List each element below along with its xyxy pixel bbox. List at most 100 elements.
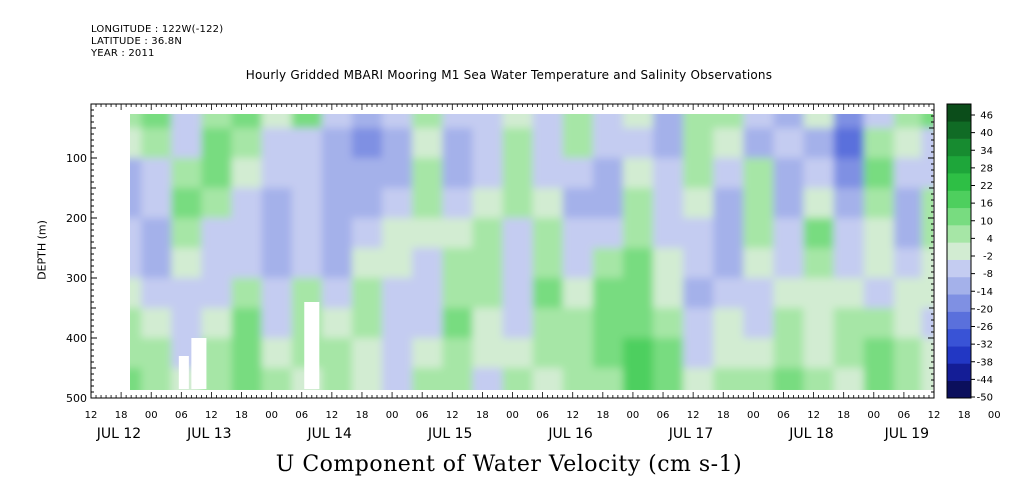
- heatmap-cell: [592, 128, 624, 159]
- x-hour-label: 18: [235, 410, 248, 421]
- heatmap-cell: [201, 278, 233, 309]
- heatmap-cell: [653, 308, 684, 339]
- heatmap-cell: [622, 114, 654, 129]
- heatmap-cell: [562, 128, 594, 159]
- latitude-label: LATITUDE : 36.8N: [91, 36, 183, 47]
- heatmap-cell: [382, 114, 413, 129]
- heatmap-cell: [442, 368, 473, 390]
- heatmap-cell: [743, 158, 774, 189]
- heatmap-cell: [141, 338, 172, 369]
- heatmap-cell: [683, 248, 714, 279]
- heatmap-cell: [773, 218, 805, 249]
- heatmap-cell: [321, 278, 353, 309]
- heatmap-cell: [803, 128, 835, 159]
- heatmap-cell: [130, 248, 142, 279]
- y-tick-label: 200: [66, 212, 87, 225]
- heatmap-cell: [321, 218, 353, 249]
- colorbar-swatch: [947, 380, 971, 399]
- heatmap-cell: [622, 278, 654, 309]
- heatmap-cell: [592, 308, 624, 339]
- heatmap-cell: [683, 368, 714, 390]
- heatmap-cell: [261, 158, 293, 189]
- y-tick-label: 400: [66, 332, 87, 345]
- heatmap-cell: [653, 158, 684, 189]
- heatmap-cell: [562, 368, 594, 390]
- x-day-label: JUL 19: [884, 426, 929, 442]
- heatmap-cell: [653, 338, 684, 369]
- x-day-label: JUL 17: [668, 426, 713, 442]
- x-hour-label: 00: [145, 410, 158, 421]
- heatmap-cell: [351, 338, 383, 369]
- heatmap-cell: [893, 338, 923, 369]
- heatmap-cell: [261, 128, 293, 159]
- heatmap-cell: [592, 278, 624, 309]
- heatmap-cell: [863, 308, 895, 339]
- y-tick-label: 100: [66, 152, 87, 165]
- heatmap-cell: [502, 114, 534, 129]
- heatmap-cell: [502, 218, 534, 249]
- heatmap-cell: [141, 248, 172, 279]
- heatmap-cell: [321, 188, 353, 219]
- heatmap-cell: [713, 248, 744, 279]
- x-hour-label: 18: [115, 410, 128, 421]
- heatmap-cell: [442, 278, 473, 309]
- heatmap-cell: [442, 248, 473, 279]
- colorbar-label: 46: [980, 111, 993, 122]
- heatmap-cell: [713, 218, 744, 249]
- x-hour-label: 12: [85, 410, 98, 421]
- heatmap-cell: [863, 278, 895, 309]
- heatmap-cell: [291, 158, 323, 189]
- chart-title: Hourly Gridded MBARI Mooring M1 Sea Wate…: [245, 68, 773, 82]
- heatmap-smoothing: [130, 114, 933, 390]
- heatmap-cell: [713, 158, 744, 189]
- heatmap-cell: [713, 188, 744, 219]
- heatmap-cell: [743, 248, 774, 279]
- chart-caption: U Component of Water Velocity (cm s-1): [275, 452, 743, 477]
- heatmap-cell: [592, 248, 624, 279]
- heatmap-cell: [713, 128, 744, 159]
- x-day-label: JUL 13: [186, 426, 231, 442]
- colorbar-label: 22: [980, 181, 993, 192]
- heatmap-cell: [412, 158, 443, 189]
- heatmap-cell: [803, 248, 835, 279]
- heatmap-cell: [532, 218, 564, 249]
- heatmap-cell: [683, 338, 714, 369]
- heatmap-cell: [562, 158, 594, 189]
- heatmap-cell: [141, 218, 172, 249]
- x-hour-label: 06: [536, 410, 549, 421]
- x-day-label: JUL 14: [307, 426, 353, 442]
- colorbar-swatch: [947, 207, 971, 226]
- heatmap-cell: [502, 308, 534, 339]
- heatmap-cell: [773, 278, 805, 309]
- heatmap-cell: [622, 218, 654, 249]
- heatmap-cell: [382, 338, 413, 369]
- heatmap-cell: [321, 114, 353, 129]
- colorbar-swatch: [947, 346, 971, 364]
- heatmap-cell: [893, 308, 923, 339]
- x-hour-label: 12: [566, 410, 579, 421]
- x-hour-label: 00: [506, 410, 519, 421]
- heatmap-cell: [141, 114, 172, 129]
- heatmap-cell: [773, 248, 805, 279]
- heatmap-cell: [472, 158, 504, 189]
- heatmap-cell: [803, 368, 835, 390]
- heatmap-cell: [653, 248, 684, 279]
- heatmap-cell: [321, 308, 353, 339]
- heatmap-cell: [863, 248, 895, 279]
- heatmap-cell: [653, 114, 684, 129]
- heatmap-cell: [382, 188, 413, 219]
- heatmap-cell: [261, 188, 293, 219]
- heatmap-cell: [893, 114, 923, 129]
- heatmap-cell: [532, 248, 564, 279]
- heatmap-cell: [743, 368, 774, 390]
- x-day-label: JUL 16: [547, 426, 593, 442]
- heatmap-cell: [231, 188, 263, 219]
- heatmap-cell: [412, 188, 443, 219]
- colorbar-label: -44: [977, 375, 993, 386]
- colorbar-label: -14: [977, 287, 993, 298]
- heatmap-cell: [743, 278, 774, 309]
- x-hour-label: 12: [687, 410, 700, 421]
- heatmap-cell: [171, 308, 202, 339]
- heatmap-cell: [532, 338, 564, 369]
